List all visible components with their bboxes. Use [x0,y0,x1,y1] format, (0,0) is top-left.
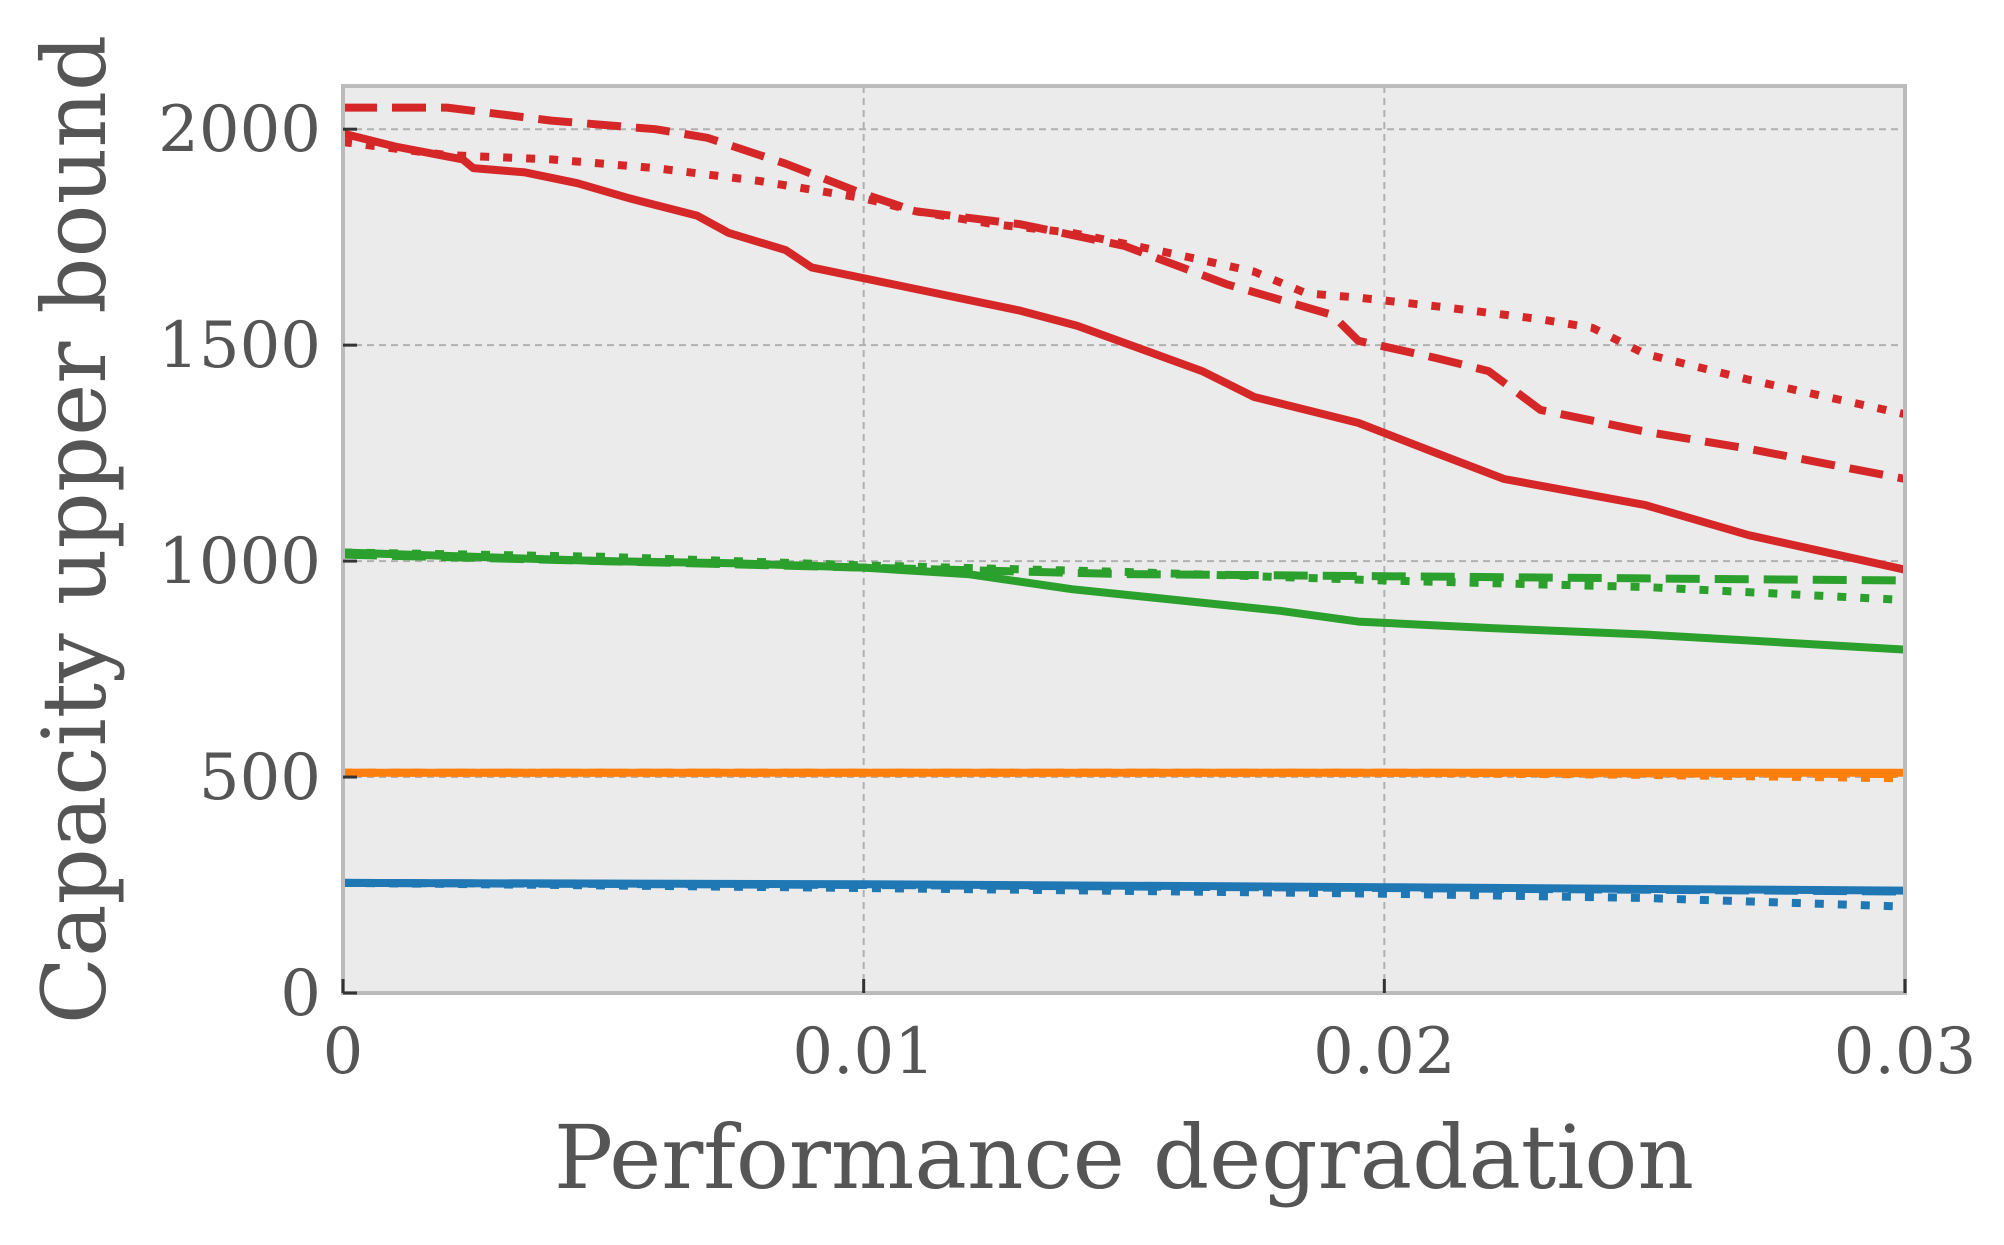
y-tick-label: 2000 [158,93,321,167]
series-line-red-dotted [342,138,1906,419]
y-axis-title: Capacity upper bound [23,35,126,1025]
series-line-green-dotted [342,548,1906,604]
x-tick-label: 0.01 [792,1015,935,1089]
x-tick-label: 0 [323,1015,364,1089]
y-tick-label: 1500 [158,309,321,383]
plot-area-background [343,86,1905,993]
x-tick-label: 0.03 [1834,1015,1977,1089]
series-line-green-dashed [342,550,1906,585]
series-line-blue-dotted [342,878,1906,911]
x-tick-label: 0.02 [1313,1015,1456,1089]
y-tick-label: 0 [280,957,321,1031]
axis-ticks: 0 0.01 0.02 0.03 0 500 1000 1500 2000 [158,93,1976,1089]
plot-frame [341,84,1907,995]
series-line-red-solid [342,129,1906,574]
series-line-orange-dotted [343,768,1906,783]
x-axis-title: Performance degradation [554,1106,1694,1209]
y-tick-label: 1000 [158,525,321,599]
series-lines [342,103,1906,911]
y-tick-label: 500 [199,741,321,815]
